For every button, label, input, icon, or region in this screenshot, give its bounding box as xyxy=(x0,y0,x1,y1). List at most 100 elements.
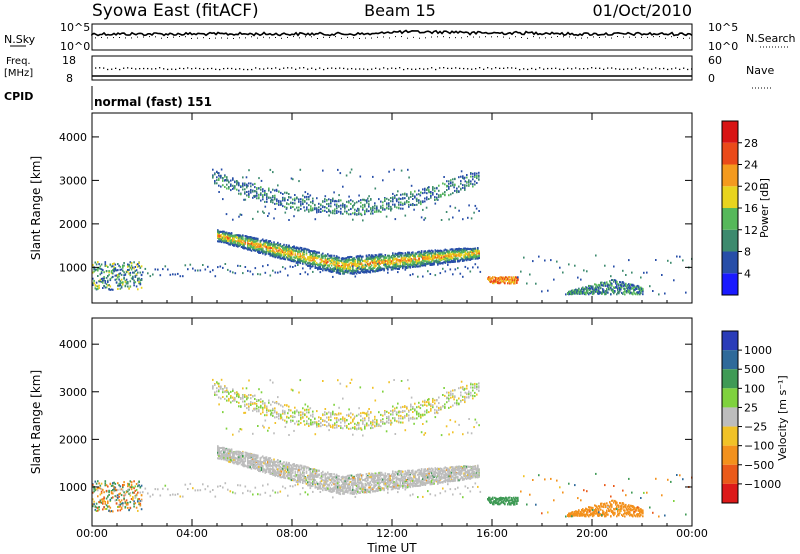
power-echo xyxy=(373,259,375,262)
power-echo xyxy=(369,271,372,274)
power-echo xyxy=(618,292,620,295)
power-echo xyxy=(393,263,395,266)
power-echo xyxy=(307,257,309,260)
power-echo xyxy=(360,263,363,266)
power-echo xyxy=(509,282,511,285)
power-echo xyxy=(412,255,414,257)
power-echo xyxy=(139,279,142,282)
power-echo xyxy=(510,278,512,281)
velocity-echo xyxy=(223,446,225,449)
power-echo xyxy=(344,210,346,213)
power-echo xyxy=(550,259,552,262)
power-echo xyxy=(224,240,227,243)
power-echo xyxy=(372,209,374,212)
power-echo xyxy=(397,265,399,268)
velocity-echo xyxy=(259,470,262,473)
power-echo xyxy=(362,204,364,206)
power-echo xyxy=(103,276,105,278)
power-echo xyxy=(236,183,238,186)
power-echo xyxy=(264,243,267,245)
power-echo xyxy=(493,282,495,285)
power-echo xyxy=(273,244,275,247)
power-echo xyxy=(129,280,132,283)
power-echo xyxy=(490,278,492,281)
power-echo xyxy=(273,217,275,220)
power-echo xyxy=(242,235,244,237)
power-echo xyxy=(264,189,266,192)
power-echo xyxy=(632,287,634,290)
power-echo xyxy=(124,284,127,287)
nave-label: Nave xyxy=(746,64,774,77)
power-echo xyxy=(377,258,379,261)
power-echo xyxy=(100,263,103,266)
power-echo xyxy=(628,289,630,292)
power-echo xyxy=(413,265,415,268)
power-echo xyxy=(279,270,282,273)
power-echo xyxy=(284,254,287,256)
nsearch-point xyxy=(521,36,522,38)
power-echo xyxy=(228,234,230,237)
power-echo xyxy=(468,179,470,182)
power-echo xyxy=(478,250,480,253)
nsearch-point xyxy=(239,37,240,39)
power-echo xyxy=(475,253,478,256)
velocity-echo xyxy=(240,454,243,457)
power-echo xyxy=(358,271,360,274)
power-echo xyxy=(440,250,443,253)
velocity-echo xyxy=(237,462,239,464)
power-echo xyxy=(393,168,395,171)
nsearch-point xyxy=(641,36,642,38)
power-echo xyxy=(283,249,285,252)
power-echo xyxy=(142,271,144,274)
power-echo xyxy=(447,255,449,258)
velocity-echo xyxy=(244,411,247,414)
power-echo xyxy=(280,254,283,256)
power-echo xyxy=(226,178,228,181)
power-echo xyxy=(449,253,452,256)
nsearch-point xyxy=(515,36,516,38)
power-echo xyxy=(332,275,334,278)
power-echo xyxy=(450,248,453,251)
power-echo xyxy=(372,259,374,262)
velocity-echo xyxy=(247,396,249,399)
nave-point xyxy=(299,67,301,69)
power-echo xyxy=(404,201,406,204)
power-colorbar-swatch xyxy=(722,251,738,274)
velocity-echo xyxy=(253,454,255,457)
power-echo xyxy=(227,240,229,243)
power-echo xyxy=(269,274,272,277)
power-echo xyxy=(316,209,318,211)
power-echo xyxy=(335,265,338,268)
power-echo xyxy=(299,246,302,249)
power-echo xyxy=(434,254,437,257)
power-echo xyxy=(400,254,403,257)
nsearch-point xyxy=(599,36,600,38)
power-echo xyxy=(399,266,402,269)
power-echo xyxy=(268,250,270,253)
power-echo xyxy=(513,276,515,279)
power-echo xyxy=(368,210,370,213)
nave-point xyxy=(335,67,337,70)
nsearch-point xyxy=(257,37,258,39)
power-echo xyxy=(399,262,402,265)
power-echo xyxy=(352,260,354,263)
power-echo xyxy=(504,282,506,285)
power-echo xyxy=(228,181,230,184)
power-echo xyxy=(248,248,250,251)
power-echo xyxy=(353,257,355,260)
velocity-echo xyxy=(223,451,225,454)
nsearch-point xyxy=(425,37,426,39)
power-echo xyxy=(604,264,606,267)
power-echo xyxy=(504,278,506,281)
power-echo xyxy=(258,243,260,246)
power-echo xyxy=(422,200,424,203)
power-echo xyxy=(382,261,384,264)
nave-point xyxy=(171,68,173,70)
power-echo xyxy=(110,276,113,279)
nave-point xyxy=(135,68,137,70)
power-echo xyxy=(467,247,469,250)
power-echo xyxy=(434,190,436,193)
power-echo xyxy=(358,200,360,203)
power-echo xyxy=(233,241,235,244)
